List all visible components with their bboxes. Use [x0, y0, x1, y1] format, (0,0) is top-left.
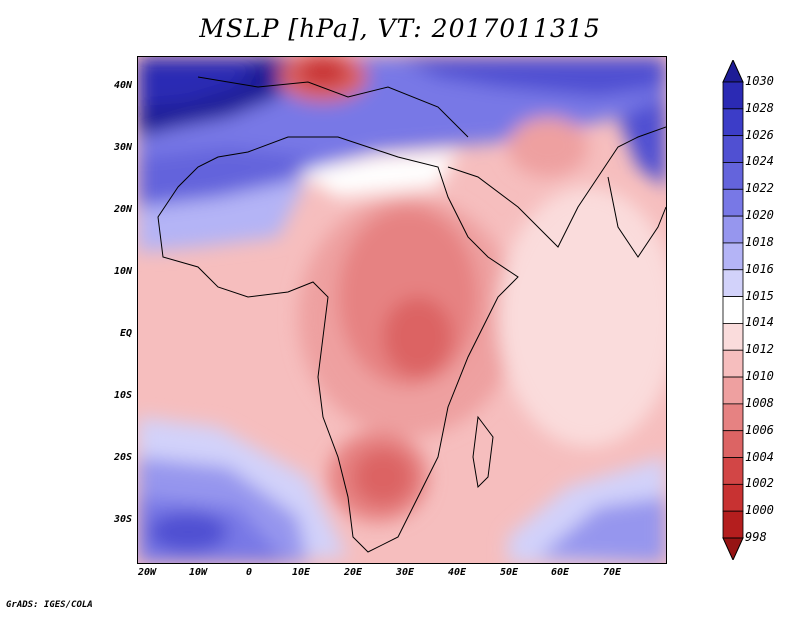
- legend-swatch: [722, 510, 744, 539]
- legend-swatch: [722, 188, 744, 217]
- legend-label: 1030: [745, 74, 774, 88]
- lat-label: 20S: [113, 452, 132, 463]
- legend-swatch: [722, 215, 744, 244]
- legend-label: 1010: [745, 369, 774, 384]
- footer-credit: GrADS: IGES/COLA: [6, 600, 93, 610]
- pressure-contours: [138, 57, 666, 563]
- lat-label: EQ: [119, 328, 132, 339]
- mslp-field: [138, 57, 666, 563]
- legend-arrow-bottom: [722, 537, 744, 560]
- legend-swatch: [722, 81, 744, 110]
- legend-label: 1028: [745, 100, 774, 115]
- legend-swatch: [722, 483, 744, 512]
- color-legend: [722, 60, 744, 560]
- legend-label: 1024: [745, 154, 774, 169]
- lon-label: 20E: [343, 567, 363, 578]
- legend-label: 1002: [745, 476, 774, 491]
- lon-label: 50E: [499, 567, 519, 578]
- lat-label: 20N: [113, 204, 132, 215]
- lon-label: 0: [245, 567, 253, 578]
- legend-swatch: [722, 376, 744, 405]
- lon-label: 40E: [447, 567, 467, 578]
- legend-label: 1000: [745, 503, 774, 518]
- lon-label: 70E: [602, 567, 622, 578]
- map-title: MSLP [hPa], VT: 2017011315: [199, 14, 601, 43]
- legend-label: 1022: [745, 181, 774, 196]
- legend-label: 1008: [745, 395, 774, 410]
- lat-label: 30N: [113, 142, 132, 153]
- legend-arrow-top: [722, 60, 744, 83]
- legend-label: 1016: [745, 261, 774, 276]
- legend-swatch: [722, 162, 744, 190]
- mslp-map: [137, 56, 667, 564]
- legend-label: 998: [745, 530, 767, 544]
- lon-label: 10W: [188, 567, 208, 578]
- legend-swatch: [722, 403, 744, 432]
- legend-swatch: [722, 108, 744, 137]
- coastlines: [157, 76, 666, 553]
- lon-label: 20W: [137, 567, 157, 578]
- legend-swatch: [722, 242, 744, 271]
- lat-label: 40N: [113, 80, 132, 91]
- lon-label: 10E: [291, 567, 311, 578]
- legend-label: 1020: [745, 208, 774, 223]
- lat-label: 10S: [113, 390, 132, 401]
- lon-label: 60E: [550, 567, 570, 578]
- legend-swatch: [722, 296, 744, 324]
- lat-label: 30S: [113, 514, 132, 525]
- legend-label: 1015: [745, 288, 774, 303]
- lon-label: 30E: [395, 567, 415, 578]
- legend-label: 1026: [745, 127, 774, 142]
- lat-label: 10N: [113, 266, 132, 277]
- legend-swatch: [722, 323, 744, 351]
- legend-label: 1004: [745, 449, 774, 464]
- legend-label: 1006: [745, 422, 774, 437]
- legend-swatch: [722, 430, 744, 458]
- legend-swatch: [722, 269, 744, 297]
- legend-label: 1014: [745, 315, 774, 330]
- legend-swatch: [722, 349, 744, 378]
- legend-label: 1018: [745, 234, 774, 249]
- legend-swatch: [722, 135, 744, 163]
- legend-swatch: [722, 457, 744, 485]
- legend-label: 1012: [745, 342, 774, 357]
